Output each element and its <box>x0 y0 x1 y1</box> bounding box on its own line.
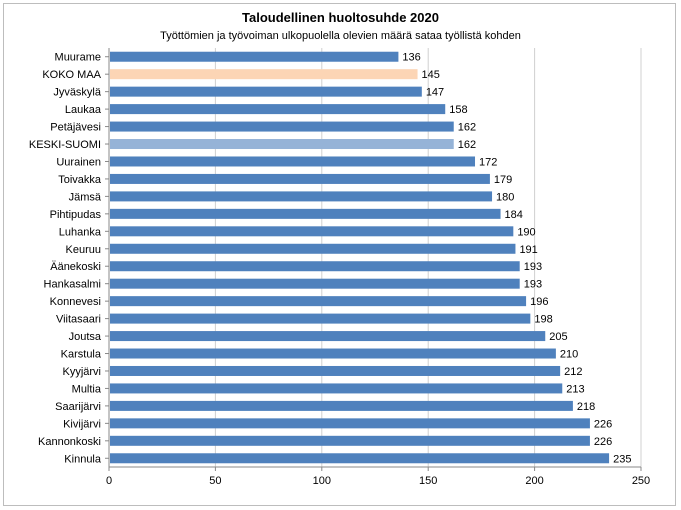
bar <box>110 296 527 307</box>
value-label: 193 <box>524 261 542 273</box>
bar <box>110 173 490 184</box>
category-label: Saarijärvi <box>55 401 101 413</box>
value-label: 180 <box>496 191 514 203</box>
x-tick-label: 0 <box>106 475 112 487</box>
bar <box>110 104 446 115</box>
bar <box>110 400 573 411</box>
value-label: 172 <box>479 156 497 168</box>
bar <box>110 191 493 202</box>
category-label: Petäjävesi <box>50 122 101 134</box>
value-label: 226 <box>594 436 612 448</box>
category-label: Kyyjärvi <box>62 366 101 378</box>
bar <box>110 418 590 429</box>
bar <box>110 86 422 97</box>
grid-lines <box>214 48 642 467</box>
bar <box>110 261 520 272</box>
value-label: 193 <box>524 279 542 291</box>
category-label: Karstula <box>61 349 102 361</box>
category-label: Toivakka <box>58 174 102 186</box>
bar <box>110 278 520 289</box>
chart-title: Taloudellinen huoltosuhde 2020 <box>242 10 439 25</box>
value-label: 184 <box>505 209 523 221</box>
bar <box>110 208 501 219</box>
category-label: Luhanka <box>59 226 102 238</box>
category-label: Viitasaari <box>56 314 101 326</box>
value-label: 179 <box>494 174 512 186</box>
bar <box>110 348 556 359</box>
category-label: Kinnula <box>64 453 102 465</box>
value-label: 210 <box>560 349 578 361</box>
category-label: Jämsä <box>69 191 102 203</box>
axes <box>105 48 642 471</box>
bars <box>110 51 610 464</box>
category-label: Konnevesi <box>50 296 101 308</box>
value-label: 162 <box>458 139 476 151</box>
labels: 0 50 100 150 200 250 Muurame 136 KOKO MAA 145 Jyvä… <box>29 52 650 487</box>
category-label: Äänekoski <box>50 261 101 273</box>
category-label: KESKI-SUOMI <box>29 139 101 151</box>
x-tick-label: 250 <box>632 475 650 487</box>
category-label: Kivijärvi <box>63 418 101 430</box>
value-label: 235 <box>613 453 631 465</box>
bar <box>110 331 546 342</box>
value-label: 145 <box>422 69 440 81</box>
value-label: 162 <box>458 122 476 134</box>
value-label: 196 <box>530 296 548 308</box>
bar <box>110 226 514 237</box>
bar <box>110 365 561 376</box>
category-label: Uurainen <box>56 156 101 168</box>
value-label: 190 <box>517 226 535 238</box>
bar <box>110 69 418 80</box>
category-label: Multia <box>72 383 102 395</box>
category-label: Hankasalmi <box>44 279 101 291</box>
bar <box>110 435 590 446</box>
category-label: KOKO MAA <box>42 69 101 81</box>
value-label: 191 <box>519 244 537 256</box>
bar <box>110 156 476 167</box>
bar <box>110 121 454 132</box>
bar <box>110 383 563 394</box>
value-label: 226 <box>594 418 612 430</box>
value-label: 212 <box>564 366 582 378</box>
value-label: 213 <box>566 383 584 395</box>
x-tick-label: 50 <box>209 475 221 487</box>
category-label: Keuruu <box>66 244 101 256</box>
category-label: Laukaa <box>65 104 102 116</box>
bar <box>110 139 454 150</box>
category-label: Jyväskylä <box>53 87 102 99</box>
value-label: 158 <box>449 104 467 116</box>
category-label: Muurame <box>55 52 101 64</box>
bar <box>110 313 531 324</box>
value-label: 136 <box>402 52 420 64</box>
bar <box>110 51 399 62</box>
x-tick-label: 150 <box>419 475 437 487</box>
bar <box>110 453 610 464</box>
value-label: 205 <box>549 331 567 343</box>
chart-subtitle: Työttömien ja työvoiman ulkopuolella ole… <box>160 30 521 42</box>
x-tick-label: 200 <box>525 475 543 487</box>
category-label: Joutsa <box>69 331 102 343</box>
value-label: 147 <box>426 87 444 99</box>
value-label: 218 <box>577 401 595 413</box>
category-label: Pihtipudas <box>50 209 102 221</box>
x-tick-label: 100 <box>313 475 331 487</box>
category-label: Kannonkoski <box>38 436 101 448</box>
bar <box>110 243 516 254</box>
value-label: 198 <box>534 314 552 326</box>
